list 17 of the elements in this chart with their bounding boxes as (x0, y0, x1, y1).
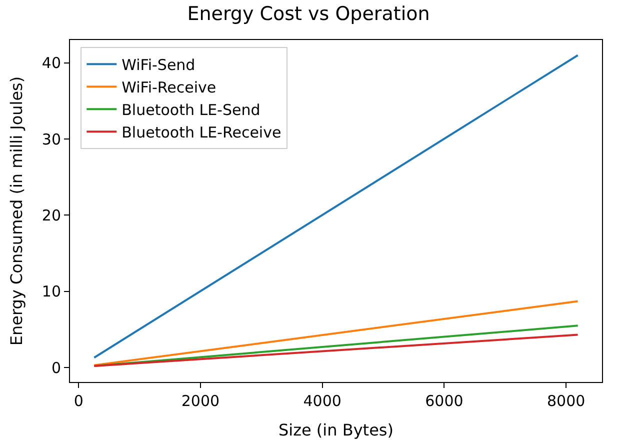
legend-label: Bluetooth LE-Receive (122, 123, 282, 142)
legend-label: WiFi-Receive (122, 78, 216, 96)
y-tick-label: 10 (42, 282, 61, 301)
x-tick-label: 6000 (425, 392, 464, 410)
legend-label: Bluetooth LE-Send (122, 100, 260, 119)
chart-title: Energy Cost vs Operation (187, 3, 430, 26)
y-tick-label: 20 (42, 206, 61, 224)
x-tick-label: 8000 (547, 392, 586, 410)
x-axis-title: Size (in Bytes) (278, 420, 394, 440)
y-tick-label: 0 (51, 358, 61, 377)
legend-label: WiFi-Send (122, 56, 196, 74)
y-tick-label: 40 (42, 54, 61, 72)
x-tick-label: 4000 (303, 392, 342, 410)
x-tick-label: 0 (74, 392, 84, 410)
y-axis-title: Energy Consumed (in milli Joules) (6, 76, 26, 346)
y-tick-label: 30 (42, 130, 61, 148)
x-tick-label: 2000 (181, 392, 220, 410)
